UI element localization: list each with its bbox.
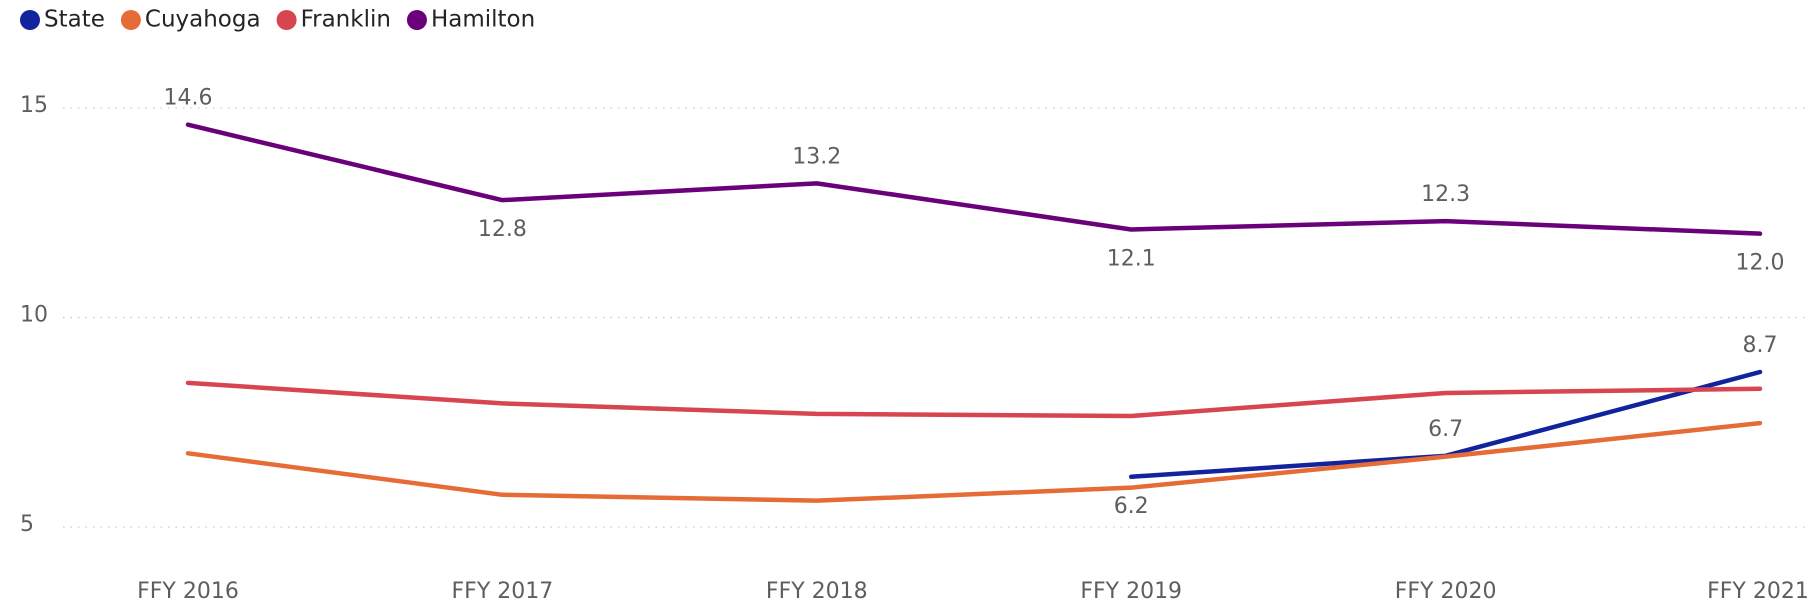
data-label: 8.7 — [1743, 333, 1778, 358]
legend-marker — [20, 10, 40, 30]
x-tick-label: FFY 2016 — [137, 579, 239, 604]
legend-label: State — [44, 7, 105, 33]
y-tick-label: 5 — [20, 512, 34, 537]
series-line — [185, 420, 1763, 503]
legend-marker — [276, 10, 297, 30]
x-tick-label: FFY 2017 — [452, 579, 554, 604]
legend-label: Franklin — [301, 7, 391, 33]
legend-marker — [120, 10, 141, 30]
x-tick-label: FFY 2021 — [1707, 579, 1808, 604]
data-label: 12.8 — [478, 217, 527, 242]
data-label: 6.7 — [1428, 417, 1463, 442]
y-tick-label: 10 — [20, 303, 48, 328]
series-line — [185, 380, 1763, 419]
legend: State Cuyahoga Franklin Hamilton — [20, 7, 535, 33]
data-label: 13.2 — [792, 144, 841, 169]
x-tick-label: FFY 2018 — [766, 579, 868, 604]
data-label: 12.1 — [1107, 246, 1156, 271]
legend-label: Cuyahoga — [145, 7, 261, 33]
x-tick-label: FFY 2020 — [1395, 579, 1497, 604]
legend-marker — [406, 10, 427, 30]
y-tick-label: 15 — [20, 93, 48, 118]
data-label: 14.6 — [164, 86, 213, 111]
x-tick-label: FFY 2019 — [1080, 579, 1182, 604]
series-line — [185, 122, 1763, 236]
data-label: 12.0 — [1736, 251, 1785, 276]
data-label: 12.3 — [1421, 182, 1470, 207]
data-label: 6.2 — [1114, 494, 1149, 519]
legend-label: Hamilton — [431, 7, 535, 33]
